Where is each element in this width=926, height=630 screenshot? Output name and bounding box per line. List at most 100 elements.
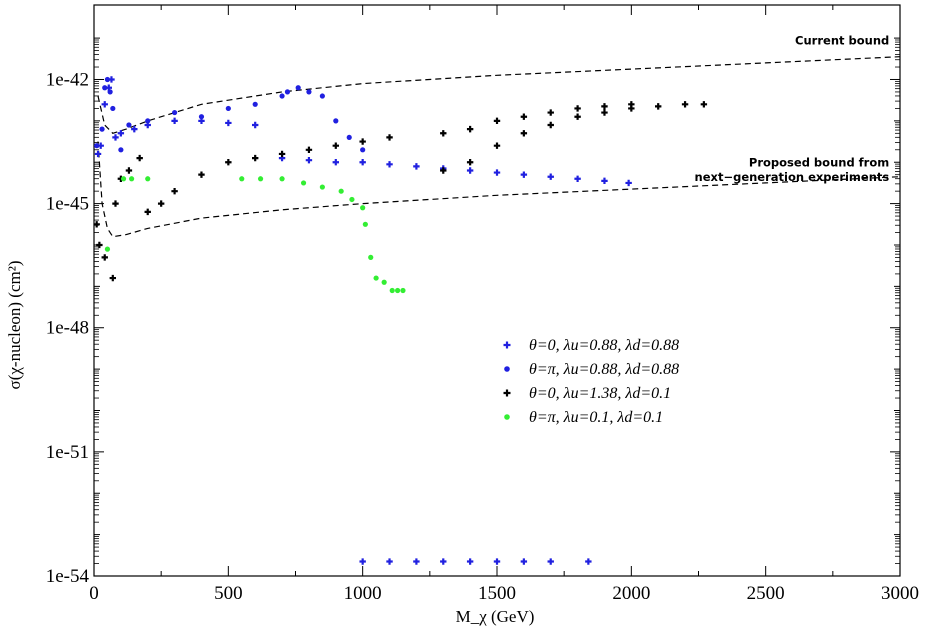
data-point — [300, 180, 307, 186]
data-point — [109, 274, 117, 282]
data-point — [126, 122, 132, 128]
x-tick-label: 500 — [214, 583, 243, 604]
data-point — [338, 188, 344, 194]
x-tick-label: 3000 — [881, 583, 919, 604]
data-point — [520, 113, 528, 120]
data-point — [295, 85, 301, 91]
data-point — [504, 366, 510, 372]
data-point — [131, 125, 138, 133]
data-point — [125, 167, 133, 174]
data-point — [332, 142, 339, 149]
data-point — [520, 130, 528, 137]
data-point — [112, 134, 119, 141]
x-tick-label: 2000 — [612, 583, 650, 604]
annotations: Current bound Proposed bound fromnext−gen… — [695, 33, 890, 184]
data-point — [145, 176, 151, 182]
data-point — [279, 93, 285, 99]
data-point — [252, 121, 259, 129]
y-tick-label: 1e-54 — [46, 566, 90, 587]
data-point — [413, 558, 420, 565]
data-point — [681, 101, 689, 108]
data-point — [362, 221, 368, 227]
y-tick-label: 1e-45 — [46, 194, 89, 215]
data-point — [145, 118, 151, 124]
data-point — [368, 254, 374, 260]
legend: θ=0, λu=0.88, λd=0.88 θ=π, λu=0.88, λd=0.… — [503, 337, 679, 426]
data-point — [394, 287, 401, 294]
data-point — [440, 558, 447, 565]
data-point — [601, 177, 608, 185]
data-point — [389, 287, 395, 294]
data-point — [157, 200, 165, 207]
data-point — [225, 119, 232, 127]
data-point — [198, 171, 205, 178]
data-point — [386, 134, 393, 141]
data-point — [94, 143, 100, 149]
data-point — [101, 254, 108, 261]
data-point — [99, 126, 105, 132]
bound-curves — [97, 56, 901, 238]
data-point — [400, 287, 406, 294]
data-point — [332, 159, 339, 166]
data-point — [319, 93, 325, 99]
data-point — [359, 159, 366, 166]
data-point — [129, 176, 135, 182]
data-point — [360, 147, 366, 153]
data-point — [440, 167, 447, 174]
series-group — [94, 76, 366, 153]
data-series — [93, 76, 708, 565]
data-point — [503, 341, 511, 349]
x-tick-label: 1500 — [478, 583, 516, 604]
x-tick-label: 0 — [89, 583, 99, 604]
data-point — [225, 105, 231, 112]
data-point — [547, 121, 554, 129]
data-point — [413, 163, 420, 170]
data-point — [279, 176, 285, 182]
data-point — [252, 101, 258, 107]
annotation-label: Proposed bound from — [749, 155, 889, 169]
data-point — [503, 389, 511, 397]
data-point — [466, 125, 474, 133]
data-point — [284, 89, 291, 95]
series-group — [104, 176, 406, 294]
data-point — [112, 200, 119, 207]
data-point — [239, 176, 245, 182]
data-point — [547, 558, 554, 565]
data-point — [493, 169, 501, 176]
data-point — [198, 114, 205, 120]
data-point — [493, 117, 501, 125]
data-point — [93, 221, 100, 228]
data-point — [171, 117, 178, 125]
data-point — [466, 167, 474, 174]
y-axis-label: σ(χ-nucleon) (cm²) — [5, 261, 24, 390]
data-point — [144, 208, 151, 216]
data-point — [225, 159, 232, 166]
data-point — [493, 142, 501, 149]
data-point — [585, 558, 592, 565]
data-point — [466, 558, 474, 565]
data-point — [102, 85, 108, 91]
data-point — [360, 205, 366, 211]
data-point — [172, 109, 178, 116]
data-point — [504, 414, 510, 420]
data-point — [601, 103, 608, 110]
y-ticks: 1e-54 1e-51 1e-48 1e-45 1e-42 — [46, 37, 900, 587]
x-ticks: 0 500 1000 1500 2000 2500 3000 — [89, 5, 919, 604]
y-tick-label: 1e-42 — [46, 69, 89, 90]
data-point — [104, 76, 111, 83]
data-point — [381, 279, 387, 285]
data-point — [306, 89, 312, 95]
data-point — [574, 105, 581, 112]
data-point — [117, 130, 125, 137]
data-point — [305, 146, 313, 154]
data-point — [574, 113, 581, 120]
x-tick-label: 2500 — [747, 583, 785, 604]
data-point — [440, 130, 447, 137]
data-point — [110, 105, 116, 112]
x-axis-label: M_χ (GeV) — [456, 607, 535, 626]
data-point — [107, 89, 113, 95]
data-point — [136, 154, 143, 162]
x-tick-label: 1000 — [344, 583, 382, 604]
legend-entry-label: θ=π, λu=0.88, λd=0.88 — [529, 361, 679, 378]
data-point — [118, 147, 124, 153]
